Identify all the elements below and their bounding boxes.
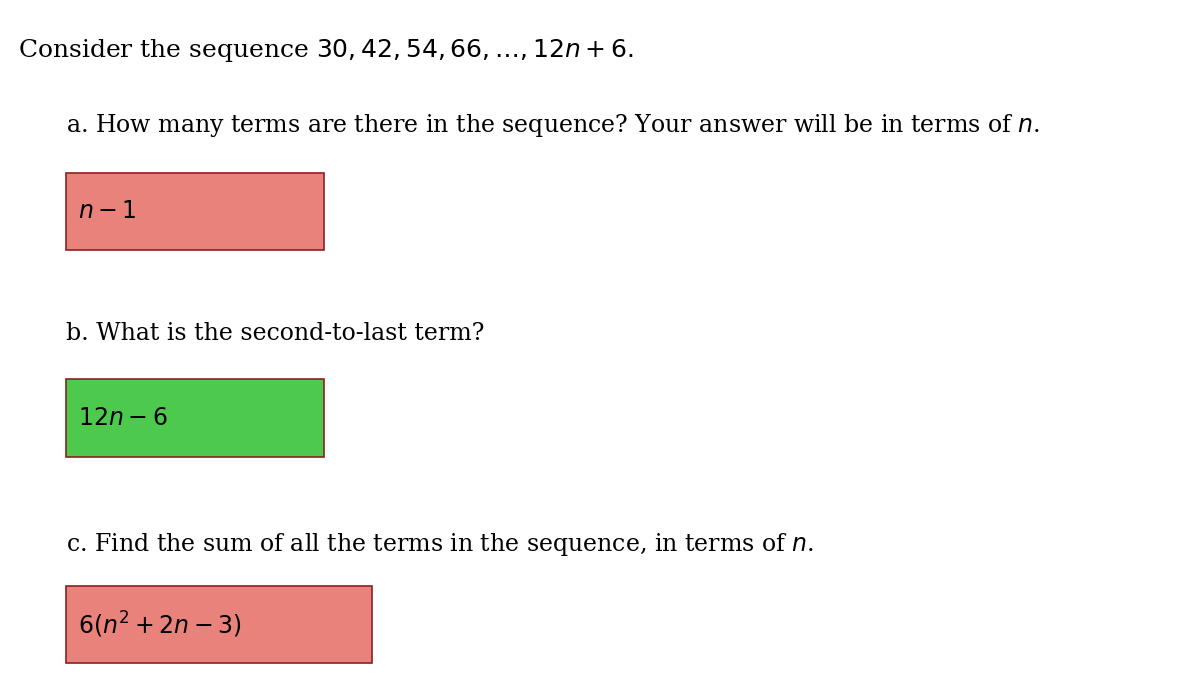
Text: $6\left(n^2 + 2n - 3\right)$: $6\left(n^2 + 2n - 3\right)$ <box>78 609 241 640</box>
Text: $12n - 6$: $12n - 6$ <box>78 407 168 429</box>
FancyBboxPatch shape <box>66 173 324 250</box>
Text: $n - 1$: $n - 1$ <box>78 200 137 223</box>
Text: c. Find the sum of all the terms in the sequence, in terms of $n$.: c. Find the sum of all the terms in the … <box>66 531 814 559</box>
Text: Consider the sequence $30, 42, 54, 66, \ldots, 12n + 6.$: Consider the sequence $30, 42, 54, 66, \… <box>18 37 634 64</box>
FancyBboxPatch shape <box>66 586 372 663</box>
Text: a. How many terms are there in the sequence? Your answer will be in terms of $n$: a. How many terms are there in the seque… <box>66 112 1040 139</box>
Text: b. What is the second-to-last term?: b. What is the second-to-last term? <box>66 322 485 345</box>
FancyBboxPatch shape <box>66 379 324 457</box>
